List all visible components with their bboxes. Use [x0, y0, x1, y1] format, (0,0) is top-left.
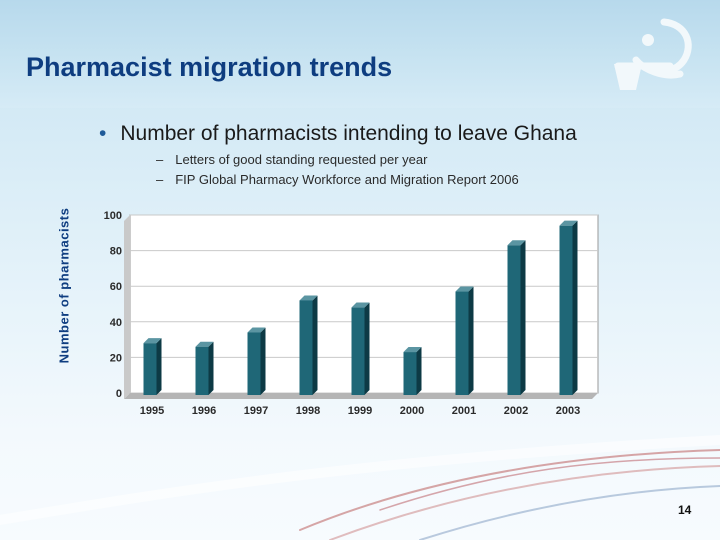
bar-top [559, 220, 578, 226]
sub-bullet-2-text: FIP Global Pharmacy Workforce and Migrat… [175, 172, 519, 187]
bar-side [156, 338, 162, 395]
bar-chart: 0 20 40 60 80 100 1995 1996 1997 1998 1999 2000 2001… [104, 210, 599, 417]
bar [403, 352, 417, 395]
chart-side-wall [124, 215, 130, 399]
x-tick-label: 1997 [244, 405, 268, 417]
x-tick-label: 2002 [504, 405, 528, 417]
bar-side [468, 286, 474, 395]
y-axis-label-text: Number of pharmacists [56, 207, 72, 363]
dash-icon: – [156, 152, 164, 167]
bar-top [403, 347, 422, 353]
bar-side [208, 341, 214, 395]
fip-pharmacy-logo-icon [614, 18, 692, 90]
y-tick-label: 0 [116, 388, 122, 400]
bar [299, 300, 313, 395]
y-axis-label: Number of pharmacists [52, 196, 76, 374]
bar-top [507, 240, 526, 246]
x-tick-label: 1996 [192, 405, 216, 417]
x-tick-label: 2001 [452, 405, 476, 417]
x-tick-label: 1995 [140, 405, 164, 417]
bar-top [247, 327, 266, 333]
sub-bullet-1: – Letters of good standing requested per … [156, 152, 427, 167]
y-tick-label: 20 [110, 352, 122, 364]
decorative-swoosh [0, 435, 720, 540]
bullet-dot-icon: • [99, 122, 107, 145]
bar [247, 332, 261, 395]
x-tick-label: 2003 [556, 405, 580, 417]
bar [351, 307, 365, 395]
y-tick-label: 100 [104, 210, 122, 222]
bar-side [520, 240, 526, 395]
sub-bullet-1-text: Letters of good standing requested per y… [175, 152, 428, 167]
title-band [0, 0, 720, 108]
bar-side [572, 220, 578, 395]
y-tick-label: 40 [110, 317, 122, 329]
bar-top [299, 295, 318, 301]
bar-top [143, 338, 162, 344]
main-bullet: • Number of pharmacists intending to leav… [99, 122, 577, 146]
bar-top [195, 341, 214, 347]
bar-side [364, 302, 370, 395]
x-tick-label: 2000 [400, 405, 424, 417]
slide-title: Pharmacist migration trends [26, 52, 393, 82]
bar [455, 291, 469, 395]
chart-floor [124, 393, 598, 399]
bar-side [312, 295, 318, 395]
bar [559, 225, 573, 395]
main-bullet-text: Number of pharmacists intending to leave… [120, 122, 577, 145]
y-tick-label: 80 [110, 246, 122, 258]
y-tick-label: 60 [110, 281, 122, 293]
bar [143, 343, 157, 395]
bar [195, 346, 209, 395]
x-tick-label: 1998 [296, 405, 320, 417]
bar-side [260, 327, 266, 395]
dash-icon: – [156, 172, 164, 187]
sub-bullet-2: – FIP Global Pharmacy Workforce and Migra… [156, 172, 519, 187]
bar [507, 245, 521, 395]
x-tick-label: 1999 [348, 405, 372, 417]
page-number: 14 [678, 503, 692, 517]
bar-top [351, 302, 370, 308]
bar-top [455, 286, 474, 292]
bar-side [416, 347, 422, 395]
